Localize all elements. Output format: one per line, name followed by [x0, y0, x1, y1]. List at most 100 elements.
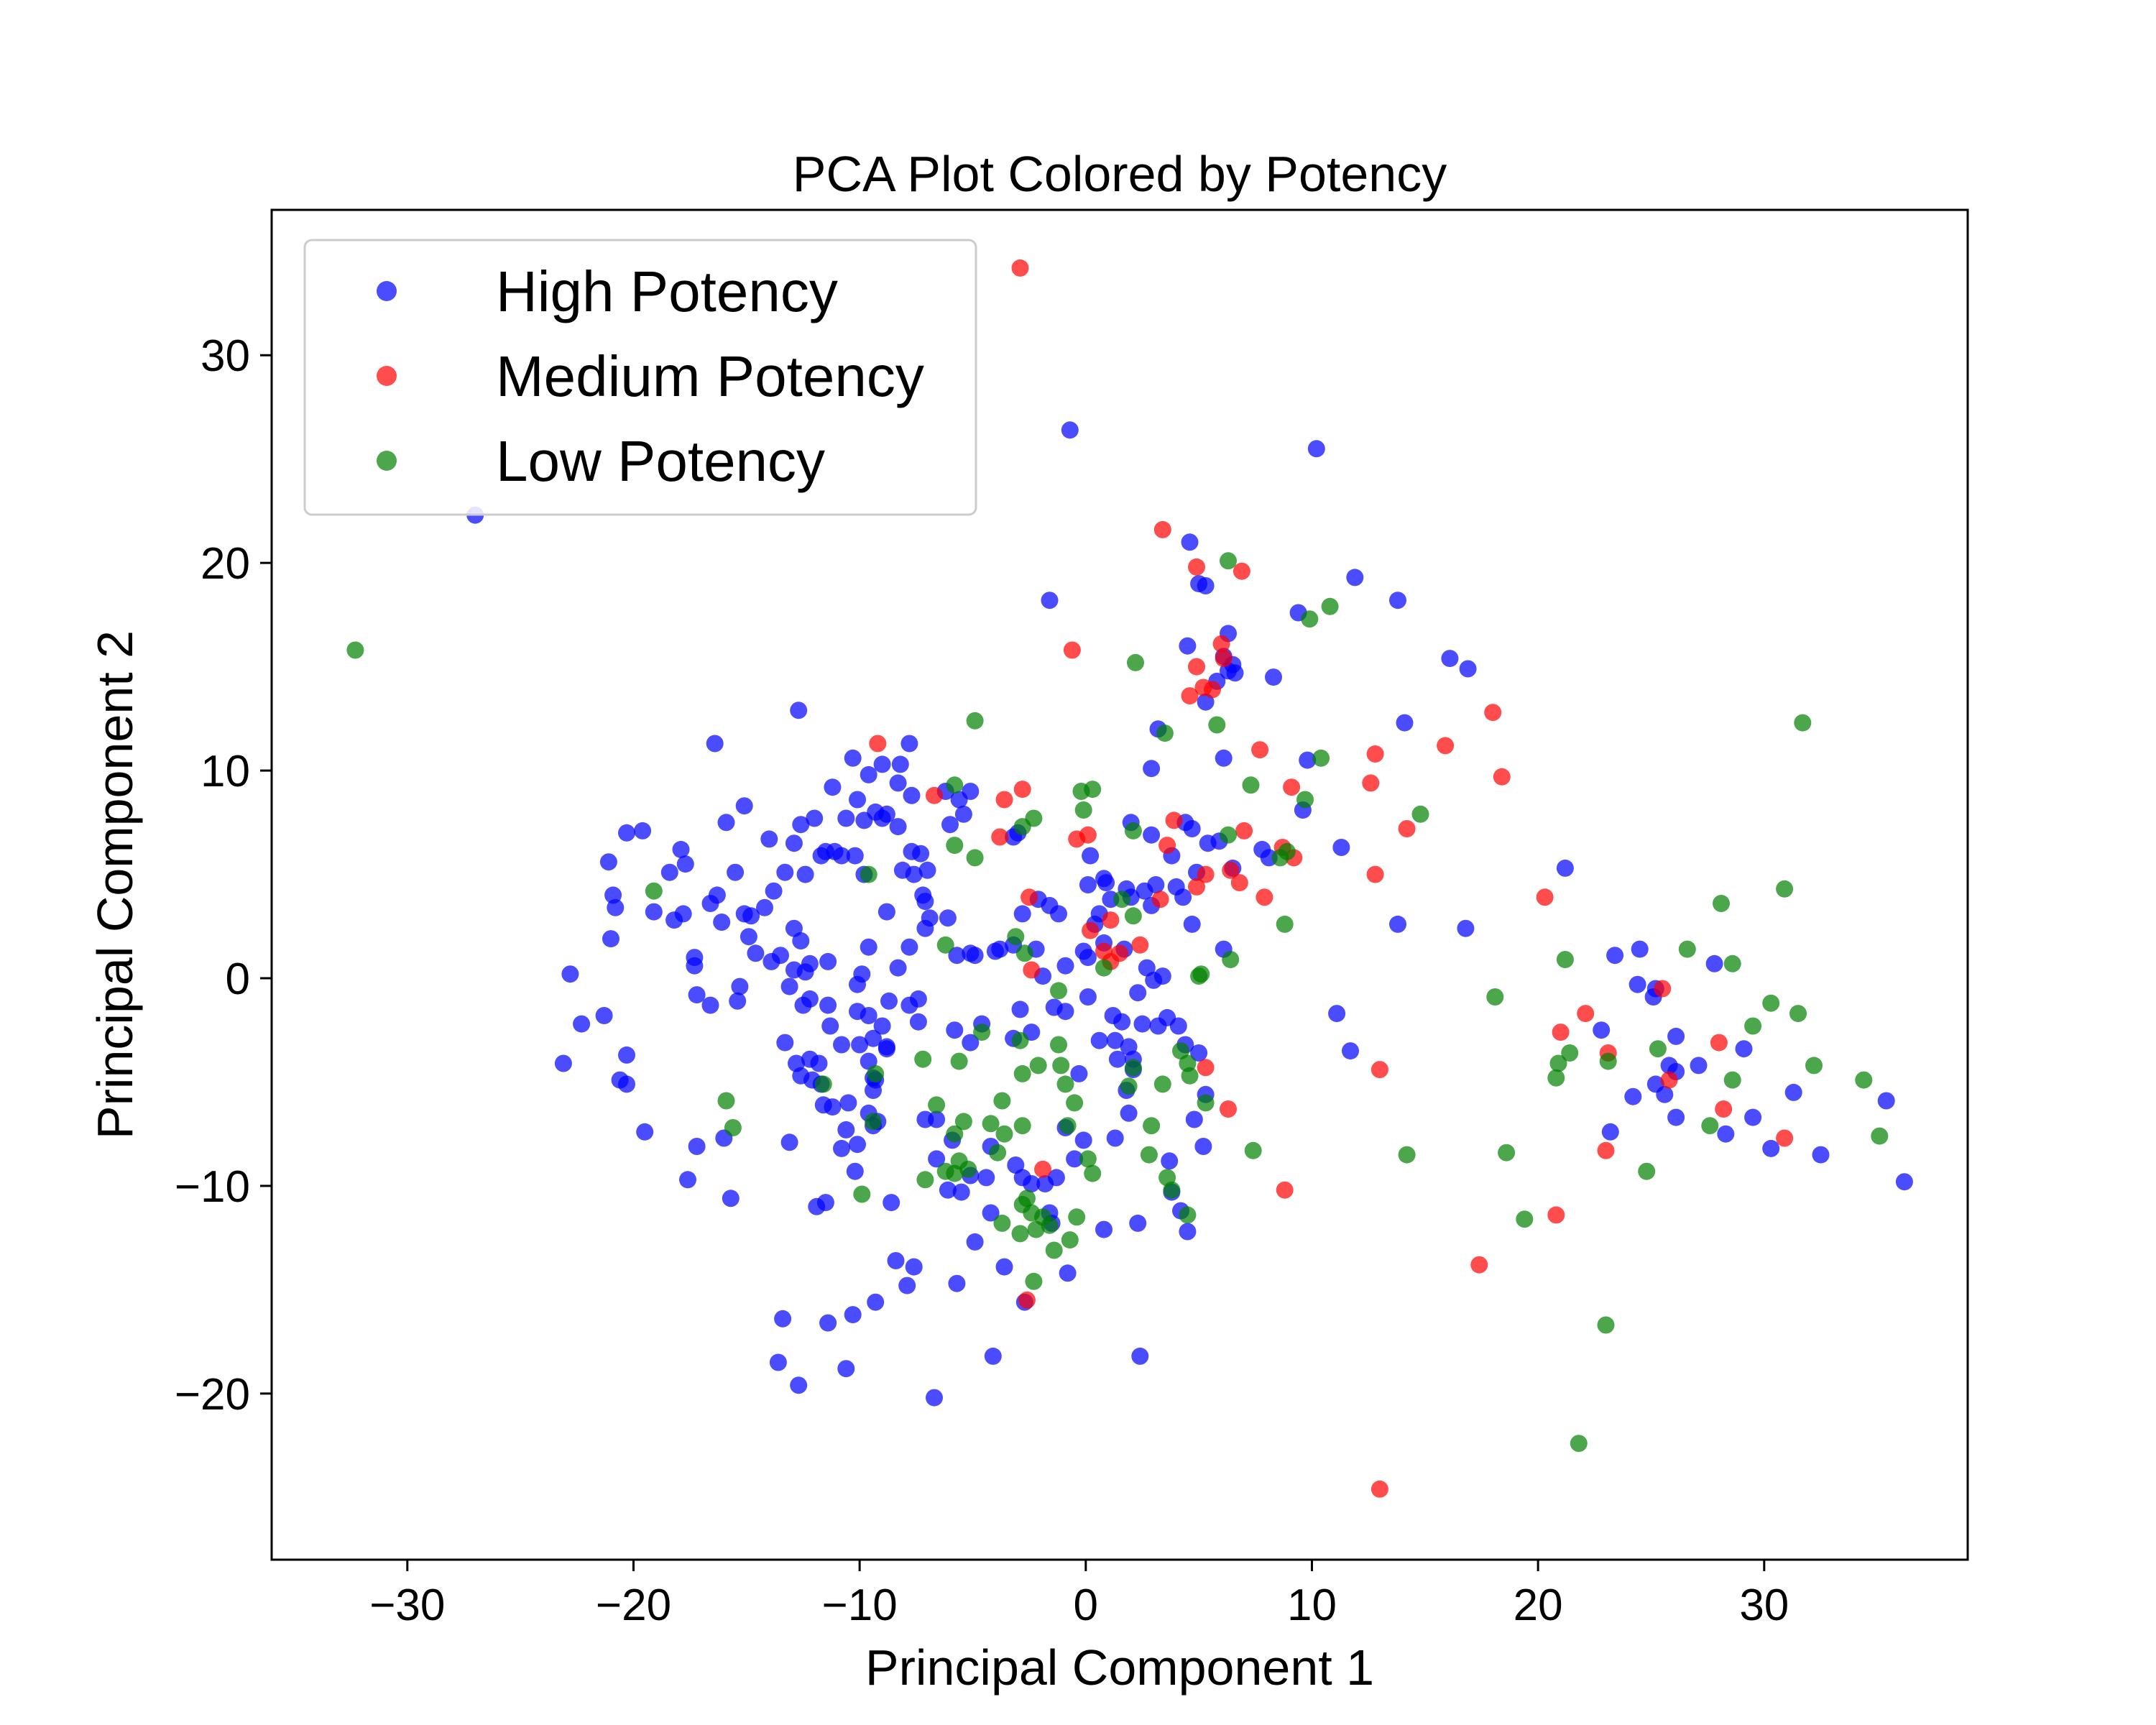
series-0-point-87: [686, 957, 704, 975]
y-tick-label: 30: [201, 331, 250, 381]
series-2-point-42: [1029, 1057, 1047, 1075]
series-0-point-224: [1183, 820, 1201, 837]
series-2-point-4: [1127, 653, 1144, 671]
series-0-point-73: [676, 855, 694, 873]
series-0-point-79: [727, 863, 745, 881]
series-2-point-112: [1744, 1017, 1762, 1035]
series-2-point-25: [1124, 907, 1142, 925]
series-2-point-39: [1052, 1057, 1070, 1075]
series-0-point-297: [769, 1353, 787, 1371]
series-1-point-53: [1715, 1100, 1733, 1118]
series-2-point-14: [1242, 776, 1260, 794]
y-tick-label: −20: [175, 1370, 250, 1420]
series-2-point-21: [1220, 826, 1237, 844]
series-0-point-189: [1047, 1169, 1065, 1187]
series-0-point-284: [1646, 1075, 1664, 1093]
series-0-point-287: [1690, 1057, 1708, 1075]
series-0-point-121: [921, 909, 939, 927]
series-0-point-67: [756, 898, 773, 916]
series-1-point-44: [1102, 911, 1120, 929]
series-0-point-251: [1070, 1064, 1088, 1082]
series-2-point-36: [1050, 982, 1067, 1000]
series-0-point-88: [713, 914, 731, 931]
series-2-point-45: [950, 1052, 968, 1070]
series-0-point-135: [561, 965, 579, 983]
series-1-point-47: [1552, 1024, 1570, 1041]
series-1-point-1: [1153, 520, 1171, 538]
series-0-point-111: [865, 1029, 882, 1047]
series-0-point-294: [1877, 1092, 1895, 1110]
legend-marker-0: [377, 281, 397, 301]
series-0-point-166: [877, 1040, 895, 1058]
series-1-point-30: [1398, 820, 1416, 837]
series-0-point-99: [796, 963, 814, 981]
series-2-point-91: [1011, 1225, 1029, 1243]
series-0-point-206: [1153, 967, 1171, 985]
series-0-point-316: [1179, 1223, 1197, 1241]
series-1-point-29: [1283, 778, 1301, 796]
series-2-point-35: [1276, 915, 1294, 933]
series-0-point-144: [679, 1171, 696, 1189]
series-2-point-100: [1547, 1069, 1565, 1087]
series-1-point-52: [1710, 1034, 1728, 1052]
series-1-point-63: [1370, 1480, 1388, 1498]
x-axis-label: Principal Component 1: [865, 1639, 1374, 1696]
series-0-point-84: [607, 898, 625, 916]
series-0-point-78: [708, 886, 726, 904]
points-layer: [346, 259, 1913, 1498]
series-2-point-94: [1398, 1146, 1416, 1164]
series-0-point-143: [688, 1138, 706, 1155]
series-2-point-74: [1059, 1117, 1077, 1135]
x-tick-label: 10: [1287, 1581, 1337, 1630]
series-0-point-302: [844, 1306, 862, 1324]
series-1-point-8: [1181, 687, 1199, 705]
series-2-point-44: [973, 1024, 991, 1041]
series-2-point-111: [1723, 1071, 1741, 1089]
series-2-point-61: [982, 1115, 1000, 1133]
x-tick-label: 20: [1514, 1581, 1563, 1630]
series-0-point-33: [889, 774, 907, 792]
series-2-point-77: [1143, 1117, 1161, 1135]
series-1-point-58: [1197, 1059, 1215, 1077]
series-0-point-136: [573, 1015, 591, 1033]
series-1-point-46: [1536, 888, 1554, 906]
series-1-point-62: [1018, 1291, 1036, 1309]
series-0-point-2: [1307, 440, 1325, 458]
series-1-point-37: [1256, 888, 1273, 906]
series-0-point-249: [1079, 988, 1097, 1006]
series-2-point-114: [1776, 880, 1794, 898]
series-1-point-6: [1188, 658, 1205, 676]
series-1-point-17: [869, 735, 887, 753]
series-0-point-299: [790, 1376, 808, 1394]
series-0-point-110: [851, 1036, 869, 1054]
series-0-point-82: [645, 903, 663, 921]
series-0-point-10: [1179, 637, 1197, 655]
series-0-point-275: [1628, 975, 1646, 993]
series-0-point-36: [950, 791, 968, 809]
series-0-point-65: [776, 863, 794, 881]
series-0-point-292: [1784, 1083, 1802, 1101]
series-0-point-38: [849, 791, 866, 809]
series-0-point-174: [928, 1110, 946, 1128]
series-1-point-64: [1034, 1160, 1051, 1178]
series-0-point-273: [1606, 947, 1624, 965]
x-axis: −30 −20 −10 0 10 20 30: [369, 1560, 1789, 1630]
series-2-point-92: [993, 1214, 1011, 1232]
series-1-point-51: [1660, 1071, 1678, 1089]
series-0-point-263: [1199, 834, 1217, 852]
series-1-point-25: [1158, 837, 1176, 855]
series-0-point-301: [837, 1360, 855, 1378]
series-0-point-92: [747, 944, 765, 962]
series-2-point-52: [853, 1185, 871, 1203]
series-0-point-225: [1143, 826, 1161, 844]
series-0-point-138: [618, 1046, 635, 1064]
series-0-point-204: [1129, 984, 1147, 1002]
series-0-point-55: [889, 818, 907, 836]
series-0-point-207: [1138, 959, 1156, 977]
chart-title: PCA Plot Colored by Potency: [793, 146, 1447, 202]
series-0-point-122: [939, 909, 957, 927]
series-2-point-83: [1181, 1067, 1199, 1085]
series-0-point-123: [948, 947, 966, 965]
series-2-point-110: [1701, 1117, 1719, 1135]
series-1-point-10: [1215, 650, 1233, 668]
